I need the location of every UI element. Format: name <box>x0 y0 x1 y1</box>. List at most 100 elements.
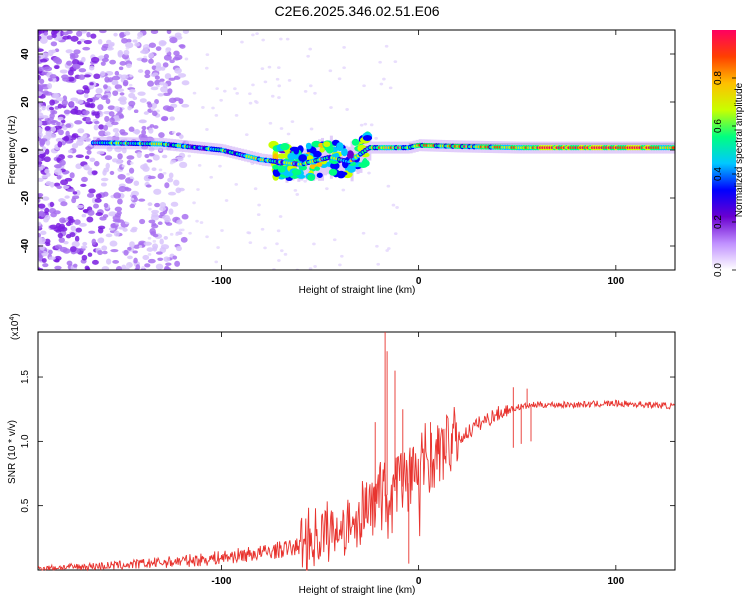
x-tick-label: 100 <box>607 276 624 287</box>
heatmap-noise-cell <box>151 110 158 117</box>
heatmap-noise-cell <box>218 164 222 168</box>
heatmap-noise-cell <box>152 233 159 238</box>
heatmap-noise-cell <box>342 66 346 70</box>
heatmap-noise-cell <box>172 56 181 61</box>
bottom-x-ticks: -100 0 100 <box>211 332 625 587</box>
heatmap-noise-cell <box>136 36 141 40</box>
heatmap-noise-cell <box>192 201 196 205</box>
heatmap-noise-cell <box>369 123 374 127</box>
heatmap-noise-cell <box>205 66 209 70</box>
heatmap-noise-cell <box>76 40 82 45</box>
heatmap-noise-cell <box>48 249 53 255</box>
heatmap-noise-cell <box>151 224 159 229</box>
heatmap-noise-cell <box>128 167 135 174</box>
heatmap-noise-cell <box>159 238 164 245</box>
heatmap-blob <box>328 168 338 176</box>
heatmap-blob <box>277 165 286 173</box>
heatmap-blob <box>336 142 344 152</box>
heatmap-noise-cell <box>43 66 53 72</box>
heatmap-noise-cell <box>38 74 41 81</box>
heatmap-noise-cell <box>40 138 48 142</box>
heatmap-noise-cell <box>205 53 210 57</box>
heatmap-noise-cell <box>150 30 159 35</box>
heatmap-noise-cell <box>57 141 63 148</box>
heatmap-noise-cell <box>140 164 148 170</box>
top-y-axis-label: Frequency (Hz) <box>7 116 18 185</box>
heatmap-noise-cell <box>41 105 46 111</box>
heatmap-ridge-core <box>671 146 675 150</box>
heatmap-noise-cell <box>121 37 128 44</box>
heatmap-noise-cell <box>88 188 96 194</box>
heatmap-noise-cell <box>141 129 147 136</box>
heatmap-noise-cell <box>72 63 81 70</box>
heatmap-noise-cell <box>164 73 172 80</box>
heatmap-noise-cell <box>268 121 273 125</box>
heatmap-noise-cell <box>41 174 49 179</box>
heatmap-blob <box>287 152 296 161</box>
heatmap-blob <box>323 141 331 148</box>
heatmap-noise-cell <box>147 80 155 87</box>
heatmap-noise-cell <box>376 262 380 266</box>
heatmap-noise-cell <box>60 179 69 186</box>
heatmap-noise-cell <box>80 30 87 34</box>
heatmap-blob <box>330 162 340 170</box>
heatmap-noise-cell <box>74 235 80 242</box>
heatmap-noise-cell <box>80 183 87 187</box>
heatmap-noise-cell <box>240 40 244 44</box>
heatmap-noise-cell <box>75 154 84 159</box>
heatmap-noise-cell <box>152 246 158 252</box>
bottom-x-axis-label: Height of straight line (km) <box>299 585 416 596</box>
heatmap-noise-cell <box>169 37 178 44</box>
heatmap-noise-cell <box>112 219 122 223</box>
heatmap-noise-cell <box>375 244 379 248</box>
heatmap-noise-cell <box>257 203 261 207</box>
heatmap-noise-cell <box>54 265 62 270</box>
heatmap-noise-cell <box>90 56 100 63</box>
heatmap-noise-cell <box>74 109 83 115</box>
heatmap-noise-cell <box>378 60 382 64</box>
heatmap-noise-cell <box>159 206 167 212</box>
heatmap-noise-cell <box>155 46 162 51</box>
heatmap-noise-cell <box>89 157 96 162</box>
heatmap-noise-cell <box>153 188 162 195</box>
heatmap-noise-cell <box>169 59 175 64</box>
heatmap-noise-cell <box>121 264 127 270</box>
heatmap-noise-cell <box>151 212 159 218</box>
colorbar-label: Normalized spectral amplitude <box>734 82 745 217</box>
heatmap-noise-cell <box>61 99 68 106</box>
heatmap-noise-cell <box>86 192 95 198</box>
heatmap-noise-cell <box>165 222 173 226</box>
heatmap-blob <box>277 153 286 159</box>
heatmap-noise-cell <box>129 203 136 209</box>
heatmap-noise-cell <box>67 76 75 82</box>
heatmap-noise-cell <box>41 258 47 263</box>
heatmap-noise-cell <box>214 260 219 264</box>
heatmap-blob <box>362 158 368 166</box>
heatmap-noise-cell <box>143 44 148 48</box>
heatmap-noise-cell <box>154 98 159 105</box>
heatmap-noise-cell <box>143 55 147 59</box>
heatmap-noise-cell <box>122 227 128 232</box>
heatmap-noise-cell <box>38 120 43 127</box>
y-tick-label: 40 <box>20 48 31 60</box>
heatmap-noise-cell <box>104 155 113 161</box>
heatmap-noise-cell <box>47 82 53 90</box>
heatmap-noise-cell <box>38 252 42 259</box>
heatmap-noise-cell <box>156 251 163 255</box>
heatmap-noise-cell <box>94 120 100 125</box>
heatmap-noise-cell <box>91 111 100 116</box>
heatmap-noise-cell <box>147 175 156 180</box>
heatmap-noise-cell <box>108 111 115 117</box>
heatmap-noise-cell <box>99 216 107 221</box>
heatmap-noise-cell <box>46 119 52 125</box>
heatmap-noise-cell <box>363 122 368 126</box>
heatmap-noise-cell <box>54 244 63 250</box>
heatmap-noise-cell <box>393 60 398 64</box>
heatmap-noise-cell <box>158 132 165 138</box>
heatmap-noise-cell <box>82 110 90 115</box>
heatmap-noise-cell <box>38 160 43 166</box>
heatmap-noise-cell <box>38 108 42 113</box>
heatmap-noise-cell <box>147 202 153 207</box>
heatmap-noise-cell <box>154 79 161 86</box>
heatmap-noise-cell <box>114 70 120 76</box>
